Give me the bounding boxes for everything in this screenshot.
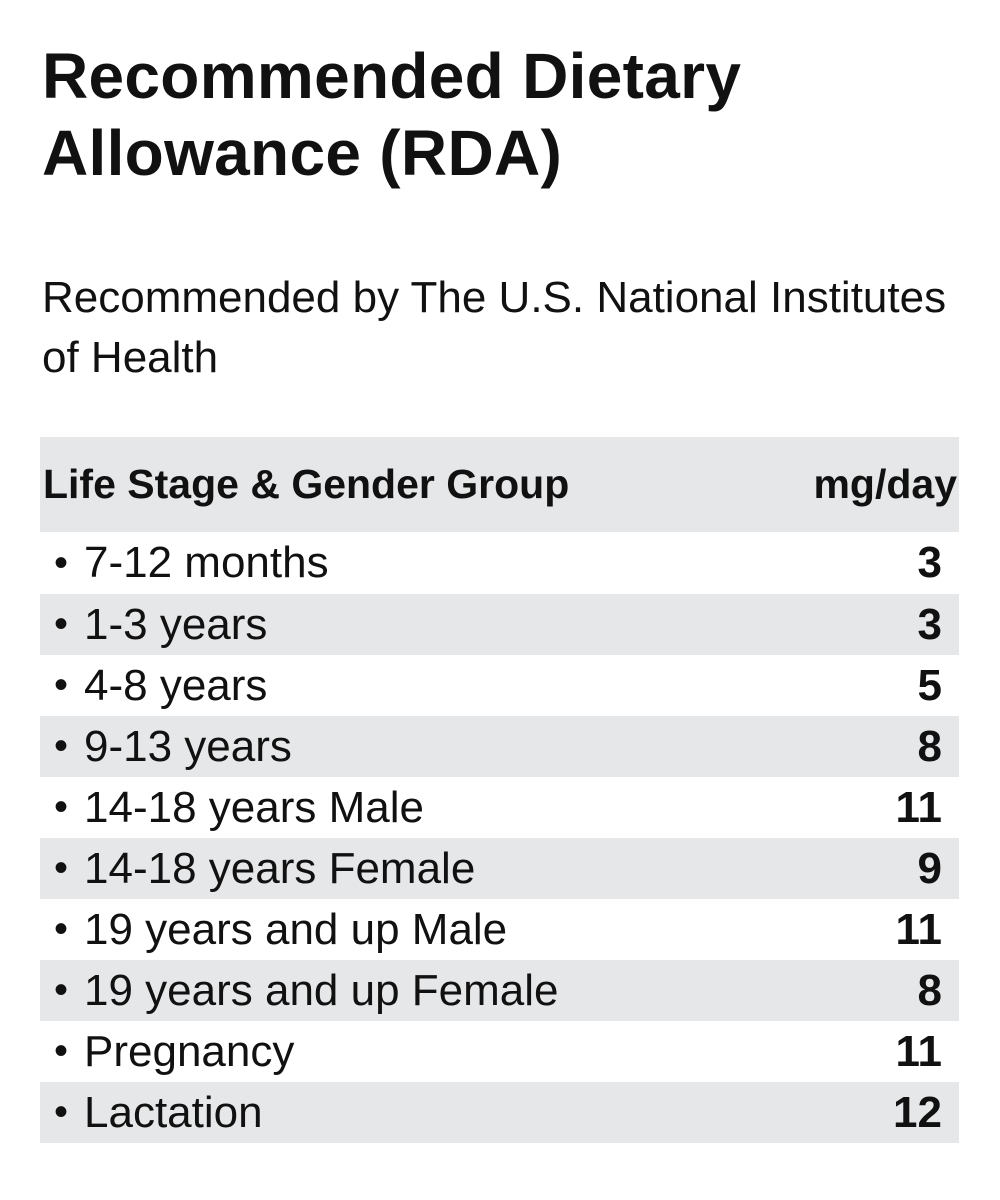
bullet-icon: • (54, 846, 69, 890)
row-value: 8 (917, 721, 942, 771)
table-body: • 7-12 months 3 • 1-3 years 3 • 4-8 years 5 • 9-13… (40, 532, 959, 1143)
bullet-icon: • (54, 540, 69, 585)
row-value: 8 (917, 965, 942, 1015)
row-label: • 19 years and up Female (54, 966, 559, 1016)
row-value: 12 (893, 1087, 942, 1137)
row-group-text: 7-12 months (84, 538, 329, 587)
table-row: • 19 years and up Male 11 (40, 899, 959, 960)
bullet-icon: • (54, 663, 69, 707)
row-group-text: 14-18 years Male (84, 782, 424, 832)
table-row: • 19 years and up Female 8 (40, 960, 959, 1021)
row-label: • 7-12 months (54, 538, 329, 588)
table-row: • Pregnancy 11 (40, 1021, 959, 1082)
header-unit-label: mg/day (813, 461, 957, 507)
table-row: • Lactation 12 (40, 1082, 959, 1143)
row-value: 3 (917, 599, 942, 649)
row-value: 5 (917, 660, 942, 710)
row-group-text: Lactation (84, 1087, 263, 1137)
table-row: • 4-8 years 5 (40, 655, 959, 716)
table-row: • 9-13 years 8 (40, 716, 959, 777)
row-group-text: 1-3 years (84, 599, 268, 649)
bullet-icon: • (54, 602, 69, 646)
row-label: • 14-18 years Male (54, 783, 424, 833)
table-row: • 7-12 months 3 (40, 532, 959, 594)
bullet-icon: • (54, 968, 69, 1012)
table-header: Life Stage & Gender Group mg/day (40, 437, 959, 532)
row-value: 11 (895, 904, 942, 954)
row-value: 3 (917, 538, 942, 587)
row-label: • 4-8 years (54, 661, 267, 711)
header-group-label: Life Stage & Gender Group (43, 461, 570, 507)
bullet-icon: • (54, 907, 69, 951)
table-row: • 14-18 years Female 9 (40, 838, 959, 899)
page-subtitle: Recommended by The U.S. National Institu… (42, 273, 947, 382)
bullet-icon: • (54, 785, 69, 829)
row-label: • 14-18 years Female (54, 844, 475, 894)
row-group-text: 19 years and up Female (84, 965, 559, 1015)
row-group-text: Pregnancy (84, 1026, 295, 1076)
row-label: • Lactation (54, 1088, 263, 1138)
bullet-icon: • (54, 724, 69, 768)
bullet-icon: • (54, 1029, 69, 1073)
row-group-text: 4-8 years (84, 660, 268, 710)
row-label: • Pregnancy (54, 1027, 294, 1077)
bullet-icon: • (54, 1090, 69, 1134)
row-label: • 9-13 years (54, 722, 292, 772)
rda-table: Life Stage & Gender Group mg/day • 7-12 m… (40, 437, 959, 1143)
row-group-text: 19 years and up Male (84, 904, 508, 954)
table-row: • 1-3 years 3 (40, 594, 959, 655)
row-label: • 1-3 years (54, 600, 267, 650)
page-title: Recommended Dietary Allowance (RDA) (42, 40, 742, 189)
row-group-text: 9-13 years (84, 721, 292, 771)
table-row: • 14-18 years Male 11 (40, 777, 959, 838)
row-value: 11 (895, 1026, 942, 1076)
row-value: 11 (895, 782, 942, 832)
row-group-text: 14-18 years Female (84, 843, 476, 893)
row-label: • 19 years and up Male (54, 905, 507, 955)
row-value: 9 (917, 843, 942, 893)
